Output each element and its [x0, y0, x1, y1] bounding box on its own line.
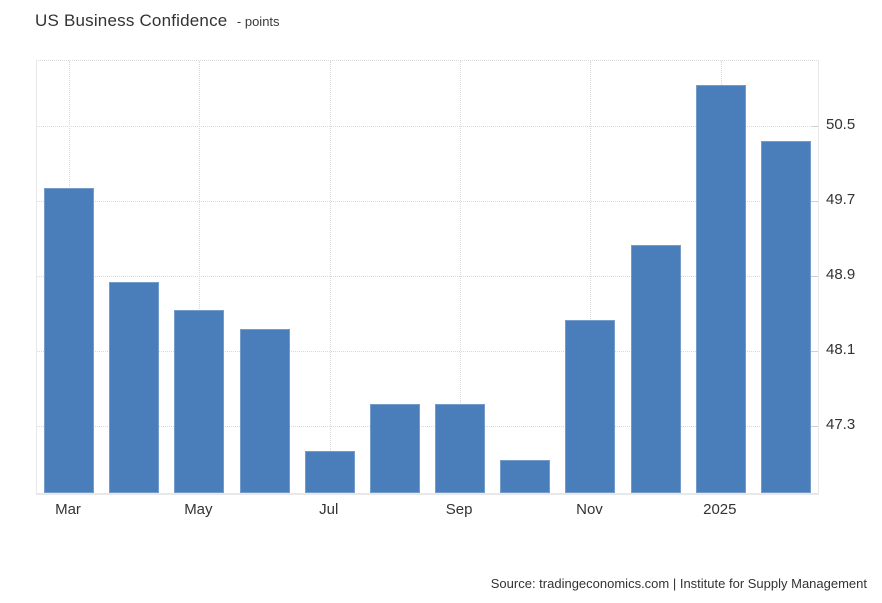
gridline-48.9 — [37, 275, 818, 277]
gridline-47.3 — [37, 425, 818, 427]
x-axis-label-nov: Nov — [576, 501, 603, 518]
y-axis-label-47.3: 47.3 — [826, 415, 856, 433]
chart-subtitle: - points — [236, 14, 280, 29]
axis-tick-49.7 — [811, 200, 818, 202]
axis-tick-48.9 — [811, 275, 818, 277]
bar-jul[interactable] — [304, 450, 355, 493]
x-axis-label-may: May — [184, 501, 213, 518]
gridline-v-nov — [590, 61, 592, 493]
bar-oct[interactable] — [500, 460, 551, 493]
axis-tick-48.1 — [811, 350, 818, 352]
bar-apr[interactable] — [109, 282, 160, 493]
source-text: Source: tradingeconomics.com | Institute… — [490, 576, 867, 591]
y-axis-label-48.1: 48.1 — [826, 340, 856, 358]
gridline-v-may — [199, 61, 201, 493]
x-axis-label-sep: Sep — [445, 501, 473, 518]
chart-title-block: US Business Confidence - points — [35, 11, 280, 31]
y-axis-label-48.9: 48.9 — [826, 265, 856, 283]
bar-feb[interactable] — [761, 141, 811, 493]
gridline-49.7 — [37, 200, 818, 202]
bar-mar[interactable] — [44, 188, 94, 493]
axis-tick-47.3 — [811, 425, 818, 427]
bar-sep[interactable] — [435, 403, 486, 493]
gridline-50.5 — [37, 125, 818, 127]
y-axis-label-50.5: 50.5 — [826, 115, 856, 133]
bar-jan[interactable] — [695, 85, 746, 493]
bar-may[interactable] — [174, 310, 225, 493]
y-axis-label-49.7: 49.7 — [826, 190, 856, 208]
chart-title: US Business Confidence — [35, 11, 228, 30]
gridline-48.1 — [37, 350, 818, 352]
bar-aug[interactable] — [369, 403, 420, 493]
x-axis-label-jul: Jul — [319, 501, 339, 518]
axis-tick-50.5 — [811, 125, 818, 127]
gridline-v-sep — [460, 61, 462, 493]
x-axis-label-2025: 2025 — [703, 501, 737, 518]
gridline-v-jul — [329, 61, 331, 493]
bar-nov[interactable] — [565, 319, 616, 493]
x-axis-label-mar: Mar — [55, 501, 81, 518]
bar-dec[interactable] — [630, 244, 681, 493]
plot-area — [36, 60, 819, 495]
bar-jun[interactable] — [239, 328, 290, 493]
